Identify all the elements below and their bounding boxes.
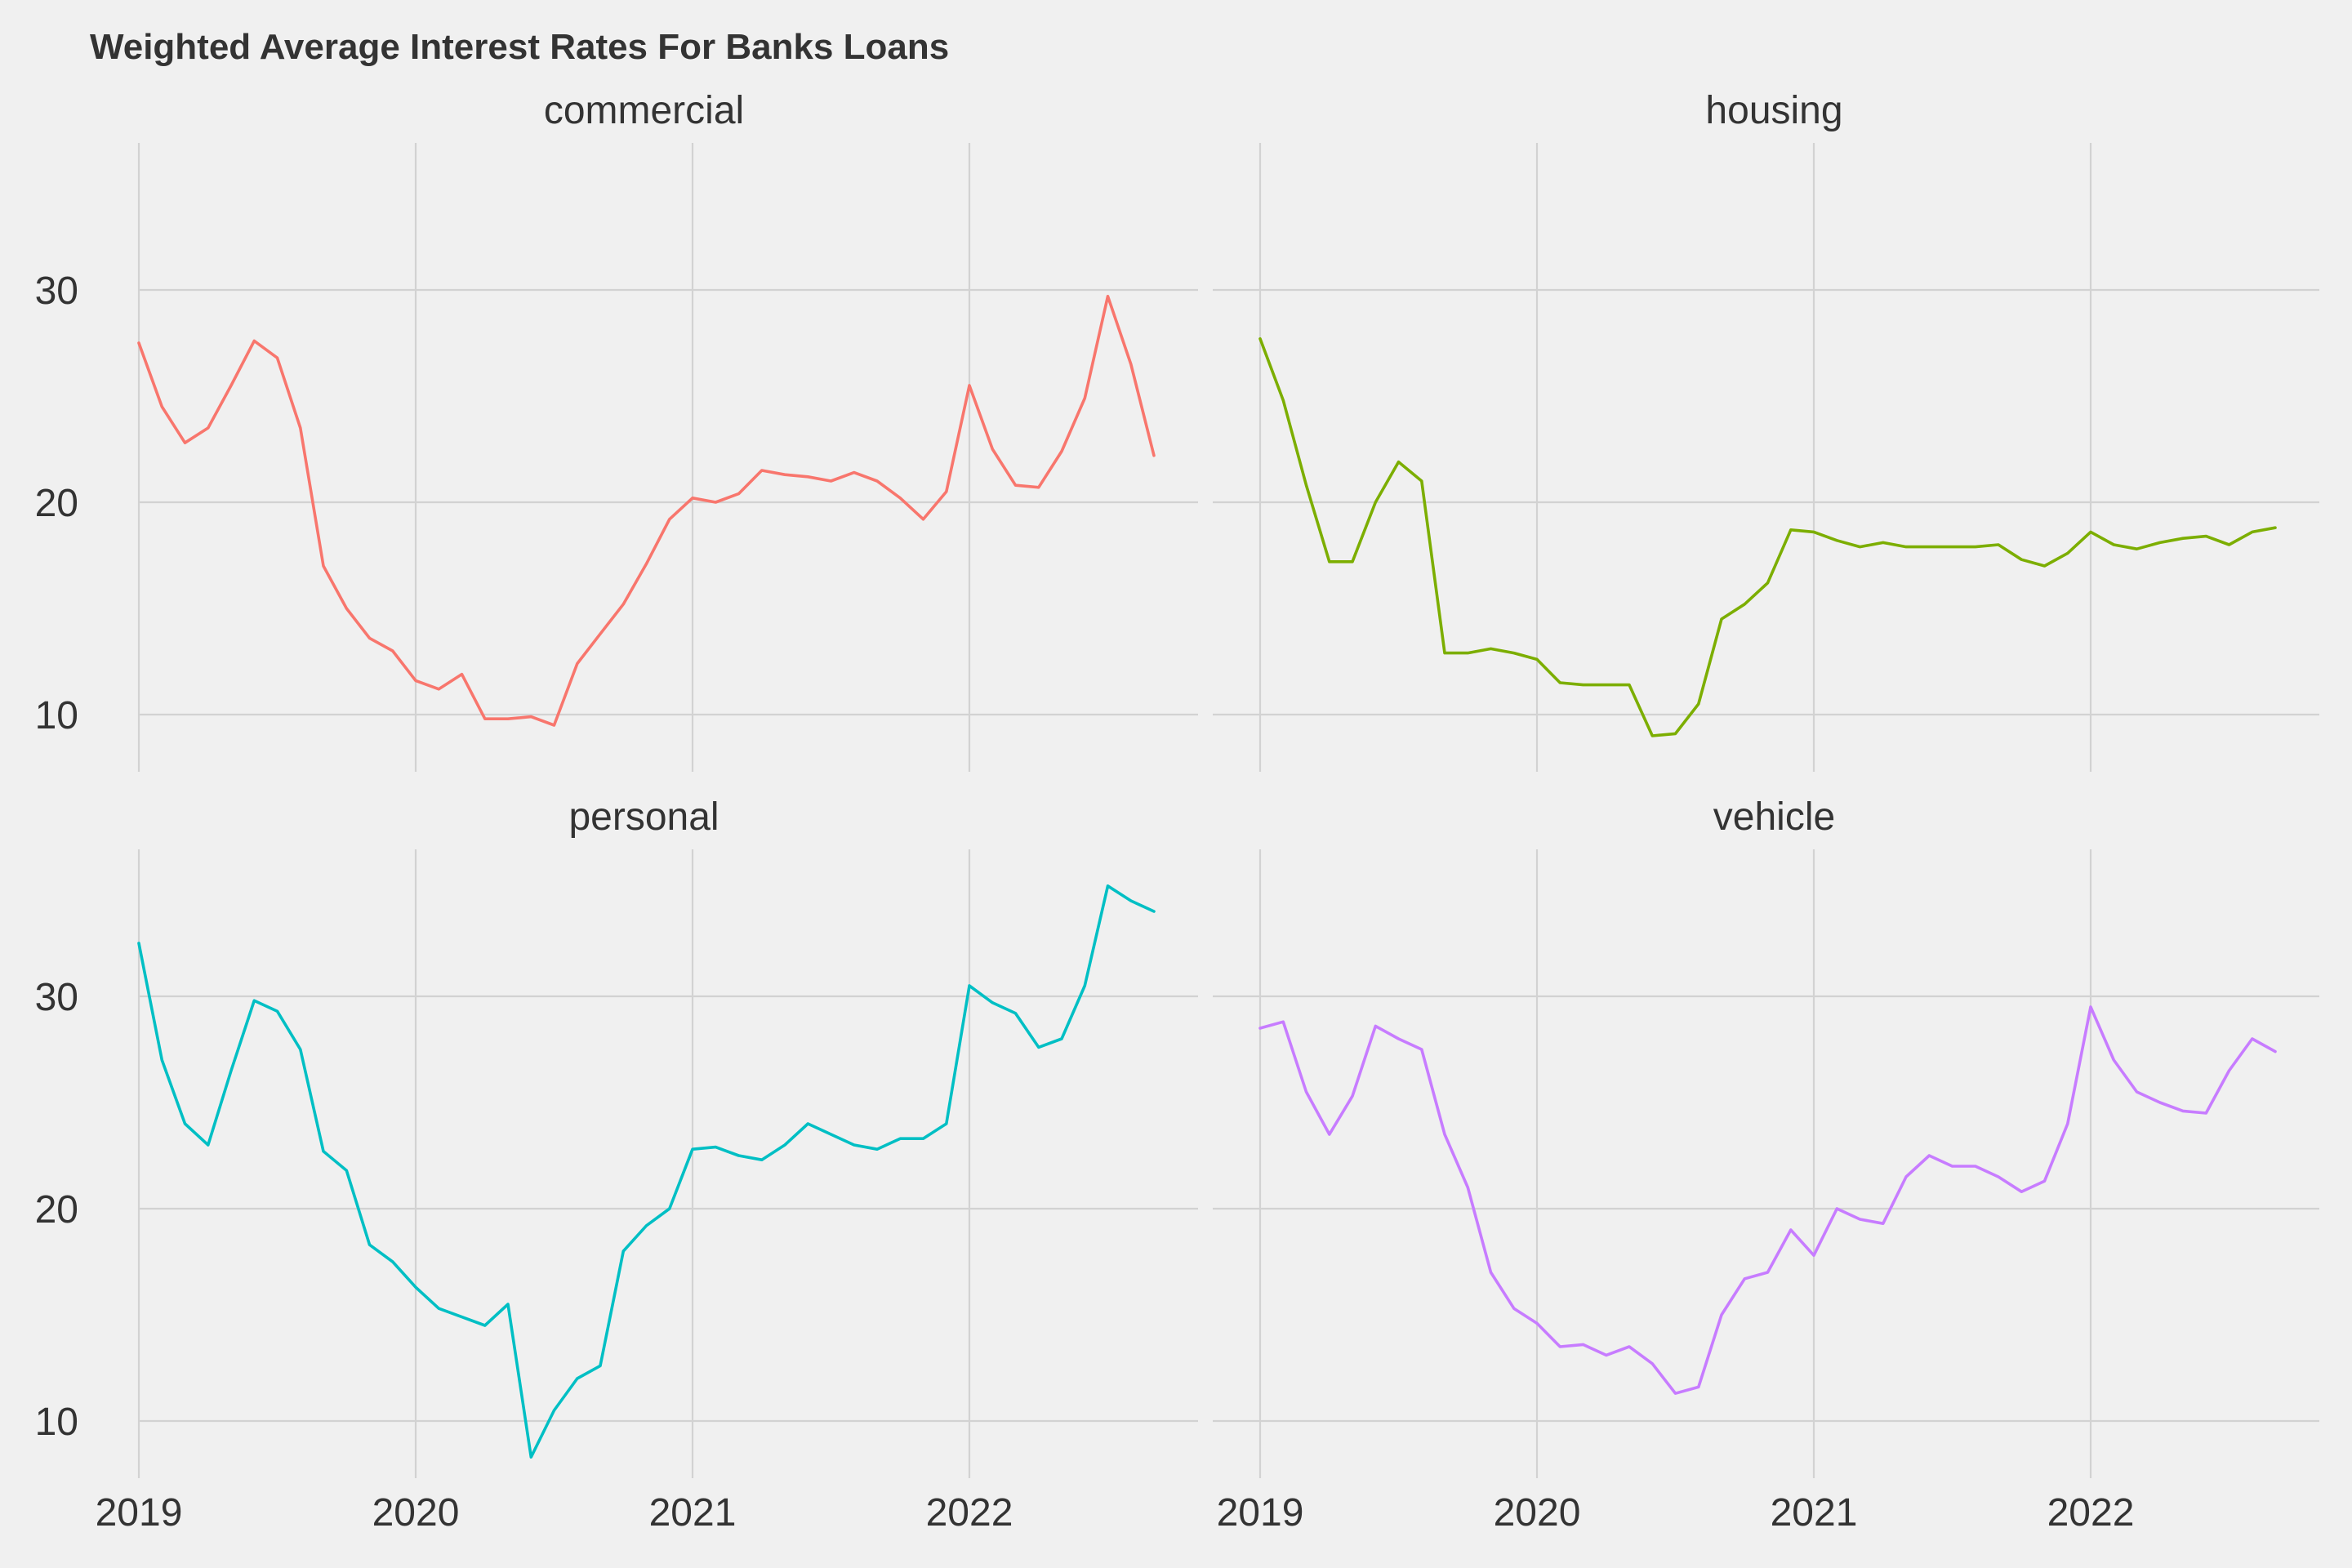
x-tick-label: 2020 xyxy=(372,1491,460,1535)
x-tick-label: 2022 xyxy=(2047,1491,2135,1535)
y-tick-label: 20 xyxy=(35,482,78,525)
facet-label: housing xyxy=(1705,89,1842,132)
facet-label: personal xyxy=(568,795,719,839)
chart-title: Weighted Average Interest Rates For Bank… xyxy=(90,27,949,67)
panel-vehicle: vehicle 2019 2020 2021 2022 xyxy=(1213,795,2319,1535)
y-tick-label: 20 xyxy=(35,1188,78,1232)
x-tick-label: 2020 xyxy=(1494,1491,1581,1535)
panel-housing: housing xyxy=(1213,89,2319,772)
y-tick-label: 10 xyxy=(35,694,78,737)
series-line-housing xyxy=(1258,336,2277,737)
y-tick-label: 30 xyxy=(35,270,78,313)
y-tick-label: 10 xyxy=(35,1401,78,1444)
x-tick-label: 2019 xyxy=(96,1491,183,1535)
facet-label: vehicle xyxy=(1713,795,1835,839)
panel-commercial: commercial 10 20 30 xyxy=(35,89,1198,772)
facet-label: commercial xyxy=(544,89,744,132)
x-tick-label: 2019 xyxy=(1217,1491,1304,1535)
series-line-commercial xyxy=(137,294,1156,727)
y-tick-label: 30 xyxy=(35,976,78,1019)
x-tick-label: 2021 xyxy=(1771,1491,1858,1535)
x-tick-label: 2022 xyxy=(926,1491,1013,1535)
series-line-personal xyxy=(137,884,1156,1459)
x-tick-label: 2021 xyxy=(649,1491,737,1535)
series-line-vehicle xyxy=(1258,1005,2277,1395)
panel-personal: personal 10 20 30 2019 2020 2021 2022 xyxy=(35,795,1198,1535)
